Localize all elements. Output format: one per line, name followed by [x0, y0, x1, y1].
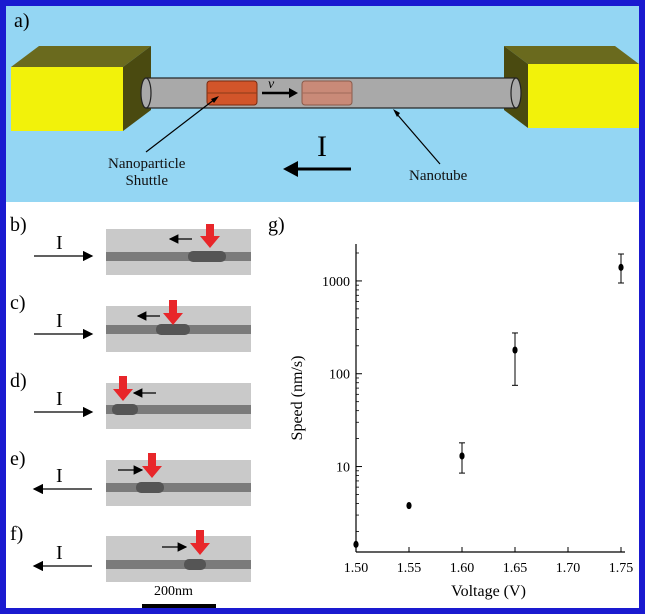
x-axis-label: Voltage (V): [451, 583, 526, 600]
tube-pointer: [395, 112, 441, 165]
panel-label-g: g): [268, 214, 285, 236]
speed-voltage-chart: 1.50 1.55 1.60 1.65 1.70 1.75 10 100 1000 Voltage…: [289, 244, 634, 600]
shuttle-label: Nanoparticle Shuttle: [108, 156, 186, 189]
current-label: I: [317, 130, 327, 163]
x-tick-label: 1.65: [503, 561, 528, 576]
red-pointer-d: [113, 376, 133, 401]
panel-label-a: a): [14, 10, 30, 32]
velocity-label: v: [268, 77, 275, 92]
current-label-b: I: [56, 232, 63, 254]
schematic-drawing: [11, 46, 639, 177]
panel-label-f: f): [10, 523, 24, 545]
panel-label-c: c): [10, 292, 26, 314]
x-tick-label: 1.75: [609, 561, 634, 576]
left-electrode-side: [123, 46, 151, 131]
shuttle-pointer: [145, 98, 216, 153]
data-point: [406, 501, 412, 510]
figure-frame: a): [6, 6, 639, 608]
right-electrode-top: [504, 46, 639, 64]
x-tick-label: 1.60: [450, 561, 475, 576]
x-tick-label: 1.55: [397, 561, 422, 576]
y-tick-label: 10: [336, 461, 350, 476]
tem-image-e: [106, 460, 251, 506]
nanotube-label: Nanotube: [409, 168, 468, 184]
x-tick-label: 1.50: [344, 561, 369, 576]
y-axis-label: Speed (nm/s): [289, 356, 306, 441]
data-point: [459, 452, 465, 460]
red-pointer-b: [200, 224, 220, 248]
current-label-d: I: [56, 388, 63, 410]
red-pointer-e: [142, 453, 162, 478]
x-tick-label: 1.70: [556, 561, 581, 576]
y-tick-label: 100: [329, 368, 350, 383]
current-label-c: I: [56, 310, 63, 332]
nanotube-end-left: [140, 77, 152, 109]
data-point: [353, 540, 359, 548]
scale-bar-label: 200nm: [154, 584, 193, 599]
left-electrode-top: [11, 46, 151, 67]
current-label-e: I: [56, 465, 63, 487]
current-label-f: I: [56, 542, 63, 564]
panel-label-e: e): [10, 448, 26, 470]
tem-image-b: [106, 229, 251, 275]
left-electrode: [11, 67, 123, 131]
right-electrode: [528, 64, 639, 128]
data-point: [618, 263, 624, 271]
panel-label-d: d): [10, 370, 27, 392]
panel-label-b: b): [10, 214, 27, 236]
data-point: [512, 346, 518, 354]
tem-arrows-overlay: [32, 224, 220, 572]
y-tick-label: 1000: [322, 275, 350, 290]
scale-bar: [142, 604, 216, 608]
nanotube-end-right: [510, 77, 522, 109]
red-pointer-f: [190, 530, 210, 555]
red-pointers: [113, 224, 220, 555]
schematic-panel: a): [6, 6, 639, 202]
red-pointer-c: [163, 300, 183, 325]
